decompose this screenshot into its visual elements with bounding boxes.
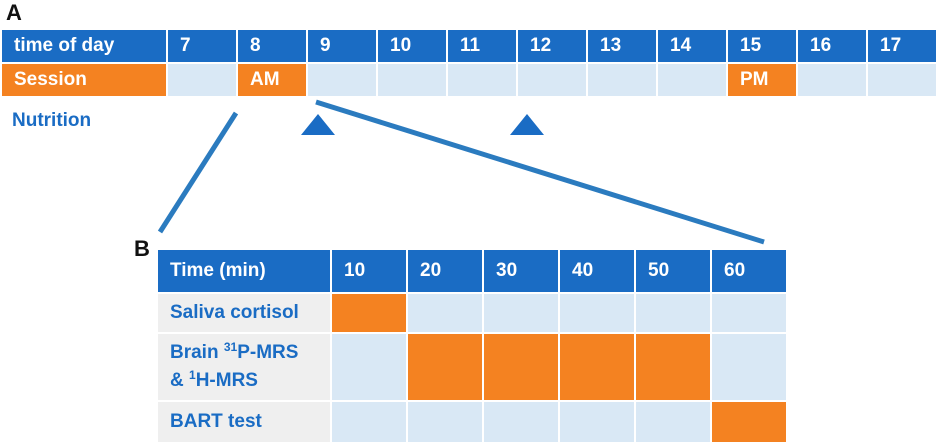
- panel-a-header-row: time of day 7 8 9 10 11 12 13 14 15 16 1…: [0, 28, 938, 64]
- panel-a-label: A: [6, 0, 22, 25]
- panel-b-header-row: Time (min) 10 20 30 40 50 60: [156, 248, 788, 294]
- measurement-cell: [406, 400, 484, 444]
- session-row-label: Session: [0, 62, 168, 98]
- hour-cell: 9: [306, 28, 378, 64]
- measurement-cell: [482, 292, 560, 334]
- brain-mrs-label: Brain 31P-MRS & 1H-MRS: [156, 332, 332, 402]
- session-cell: [306, 62, 378, 98]
- measurement-cell: [634, 400, 712, 444]
- nutrition-label: Nutrition: [12, 110, 92, 131]
- hour-cell: 7: [166, 28, 238, 64]
- session-cell: [586, 62, 658, 98]
- minute-cell: 10: [330, 248, 408, 294]
- minute-cell: 50: [634, 248, 712, 294]
- measurement-cell: [406, 292, 484, 334]
- measurement-cell: [558, 292, 636, 334]
- time-of-day-header: time of day: [0, 28, 168, 64]
- session-cell: [166, 62, 238, 98]
- measurement-cell-active: [558, 332, 636, 402]
- minute-cell: 60: [710, 248, 788, 294]
- zoom-line-right: [315, 99, 765, 245]
- panel-b-label: B: [134, 236, 150, 261]
- measurement-cell-active: [482, 332, 560, 402]
- panel-a-schedule-table: time of day 7 8 9 10 11 12 13 14 15 16 1…: [0, 28, 938, 98]
- time-min-header: Time (min): [156, 248, 332, 294]
- label-part: Brain: [170, 342, 224, 363]
- measurement-cell: [330, 332, 408, 402]
- saliva-cortisol-row: Saliva cortisol: [156, 292, 788, 334]
- session-cell: [796, 62, 868, 98]
- label-superscript: 1: [189, 368, 196, 382]
- hour-cell: 13: [586, 28, 658, 64]
- nutrition-triangle-icon: [510, 114, 544, 135]
- bart-test-label: BART test: [156, 400, 332, 444]
- label-superscript: 31: [223, 340, 238, 354]
- zoom-line-left: [157, 111, 239, 234]
- measurement-cell: [330, 400, 408, 444]
- hour-cell: 10: [376, 28, 448, 64]
- hour-cell: 12: [516, 28, 588, 64]
- measurement-cell-active: [634, 332, 712, 402]
- session-cell: [866, 62, 938, 98]
- saliva-cortisol-label: Saliva cortisol: [156, 292, 332, 334]
- minute-cell: 30: [482, 248, 560, 294]
- session-cell: [446, 62, 518, 98]
- session-cell: [656, 62, 728, 98]
- hour-cell: 15: [726, 28, 798, 64]
- bart-test-row: BART test: [156, 400, 788, 444]
- brain-mrs-row: Brain 31P-MRS & 1H-MRS: [156, 332, 788, 402]
- session-row: Session AM PM: [0, 62, 938, 98]
- measurement-cell: [634, 292, 712, 334]
- label-part: P-MRS: [237, 342, 299, 363]
- label-part: H-MRS: [195, 370, 258, 391]
- hour-cell: 8: [236, 28, 308, 64]
- session-cell: [376, 62, 448, 98]
- measurement-cell-active: [406, 332, 484, 402]
- hour-cell: 14: [656, 28, 728, 64]
- session-cell-am: AM: [236, 62, 308, 98]
- label-part: &: [170, 370, 189, 391]
- hour-cell: 16: [796, 28, 868, 64]
- session-cell: [516, 62, 588, 98]
- nutrition-triangle-icon: [301, 114, 335, 135]
- minute-cell: 40: [558, 248, 636, 294]
- measurement-cell: [710, 292, 788, 334]
- measurement-cell-active: [710, 400, 788, 444]
- measurement-cell-active: [330, 292, 408, 334]
- session-cell-pm: PM: [726, 62, 798, 98]
- minute-cell: 20: [406, 248, 484, 294]
- measurement-cell: [558, 400, 636, 444]
- measurement-cell: [710, 332, 788, 402]
- measurement-cell: [482, 400, 560, 444]
- hour-cell: 11: [446, 28, 518, 64]
- panel-b-session-table: Time (min) 10 20 30 40 50 60 Saliva cort…: [156, 248, 788, 444]
- hour-cell: 17: [866, 28, 938, 64]
